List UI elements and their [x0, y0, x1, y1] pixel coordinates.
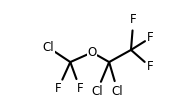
Text: F: F [130, 13, 137, 26]
Text: O: O [87, 46, 97, 59]
Text: F: F [147, 60, 154, 73]
Text: F: F [147, 31, 154, 44]
Text: Cl: Cl [43, 41, 54, 54]
Text: F: F [55, 82, 61, 95]
Text: F: F [77, 82, 83, 95]
Text: Cl: Cl [112, 85, 123, 98]
Text: Cl: Cl [91, 85, 103, 98]
